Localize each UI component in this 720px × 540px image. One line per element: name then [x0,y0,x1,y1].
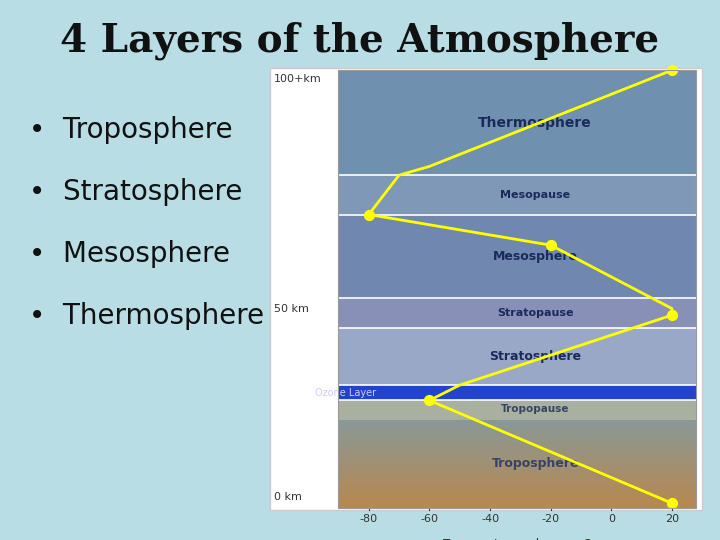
Text: Stratosphere: Stratosphere [489,350,581,363]
Bar [338,401,696,420]
Text: Thermosphere: Thermosphere [478,116,592,130]
Point [545,241,557,249]
Bar [338,470,696,472]
Text: 4 Layers of the Atmosphere: 4 Layers of the Atmosphere [60,22,660,60]
Bar [338,70,696,508]
Bar [338,298,696,328]
Bar [338,452,696,455]
Text: Stratopause: Stratopause [497,308,573,318]
Point [666,66,678,75]
Text: -40: -40 [481,514,499,524]
Bar [338,499,696,502]
Bar [338,455,696,458]
Text: -60: -60 [420,514,438,524]
Bar [338,423,696,426]
Text: •  Stratosphere: • Stratosphere [29,178,242,206]
Bar [338,496,696,499]
Text: 100+km: 100+km [274,74,321,84]
Bar [338,467,696,470]
Bar [338,441,696,443]
Bar [338,484,696,487]
Bar [338,435,696,437]
Bar [338,426,696,429]
Bar [338,429,696,432]
Point [423,396,435,405]
Text: •  Mesosphere: • Mesosphere [29,240,230,268]
Text: Mesosphere: Mesosphere [492,249,577,262]
Bar [338,214,696,298]
Bar [338,461,696,464]
Bar [338,420,696,423]
Bar [338,505,696,508]
Text: •  Thermosphere: • Thermosphere [29,302,264,330]
Bar [338,447,696,449]
Bar [338,481,696,484]
Bar [338,432,696,435]
Bar [338,472,696,476]
Point [666,499,678,508]
Bar [338,464,696,467]
Text: -80: -80 [360,514,378,524]
Bar [270,68,702,510]
Bar [338,493,696,496]
Bar [338,328,696,385]
Text: Temperature – degrees C: Temperature – degrees C [444,538,591,540]
Point [363,210,374,219]
Text: 0: 0 [608,514,615,524]
Bar [338,490,696,493]
Bar [338,487,696,490]
Point [666,311,678,320]
Bar [338,478,696,481]
Bar [338,449,696,452]
Bar [338,502,696,505]
Bar [338,385,696,401]
Bar [338,437,696,441]
Bar [338,476,696,478]
Bar [338,443,696,447]
Text: Troposphere: Troposphere [492,457,579,470]
Text: 50 km: 50 km [274,303,308,314]
Text: 20: 20 [665,514,679,524]
Text: Tropopause: Tropopause [501,404,570,414]
Text: -20: -20 [541,514,559,524]
Bar [338,458,696,461]
Text: Ozone Layer: Ozone Layer [315,388,376,398]
Bar [338,420,696,508]
Text: •  Troposphere: • Troposphere [29,116,233,144]
Bar [338,70,696,175]
Bar [338,175,696,214]
Bar [338,401,696,420]
Text: Mesopause: Mesopause [500,190,570,200]
Text: 0 km: 0 km [274,491,302,502]
